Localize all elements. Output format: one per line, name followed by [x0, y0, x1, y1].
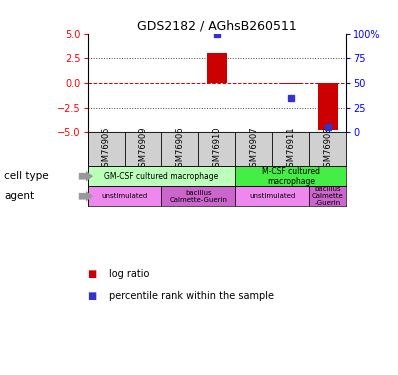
Bar: [88, 186, 162, 206]
Bar: [207, 54, 227, 83]
Bar: [318, 83, 338, 130]
Text: GSM76910: GSM76910: [213, 126, 221, 172]
Text: M-CSF cultured
macrophage: M-CSF cultured macrophage: [262, 166, 320, 186]
Text: GSM76905: GSM76905: [101, 126, 111, 172]
Text: cell type: cell type: [4, 171, 49, 181]
Text: bacillus
Calmette-Guerin: bacillus Calmette-Guerin: [170, 190, 227, 203]
Text: bacillus
Calmette
-Guerin: bacillus Calmette -Guerin: [312, 186, 343, 206]
Text: GM-CSF cultured macrophage: GM-CSF cultured macrophage: [104, 172, 219, 181]
Title: GDS2182 / AGhsB260511: GDS2182 / AGhsB260511: [137, 20, 297, 33]
Bar: [162, 186, 235, 206]
Bar: [88, 166, 235, 186]
Text: GSM76911: GSM76911: [286, 126, 295, 172]
Text: log ratio: log ratio: [109, 269, 150, 279]
Bar: [281, 83, 301, 84]
Text: GSM76908: GSM76908: [323, 126, 332, 172]
Text: percentile rank within the sample: percentile rank within the sample: [109, 291, 275, 301]
Bar: [309, 186, 346, 206]
Text: GSM76909: GSM76909: [139, 126, 148, 172]
Text: unstimulated: unstimulated: [101, 193, 148, 199]
Text: GSM76906: GSM76906: [176, 126, 184, 172]
Bar: [235, 186, 309, 206]
Text: agent: agent: [4, 191, 34, 201]
Text: unstimulated: unstimulated: [249, 193, 295, 199]
Bar: [235, 166, 346, 186]
Text: ■: ■: [88, 291, 97, 301]
Text: ■: ■: [88, 269, 97, 279]
Text: GSM76907: GSM76907: [250, 126, 258, 172]
